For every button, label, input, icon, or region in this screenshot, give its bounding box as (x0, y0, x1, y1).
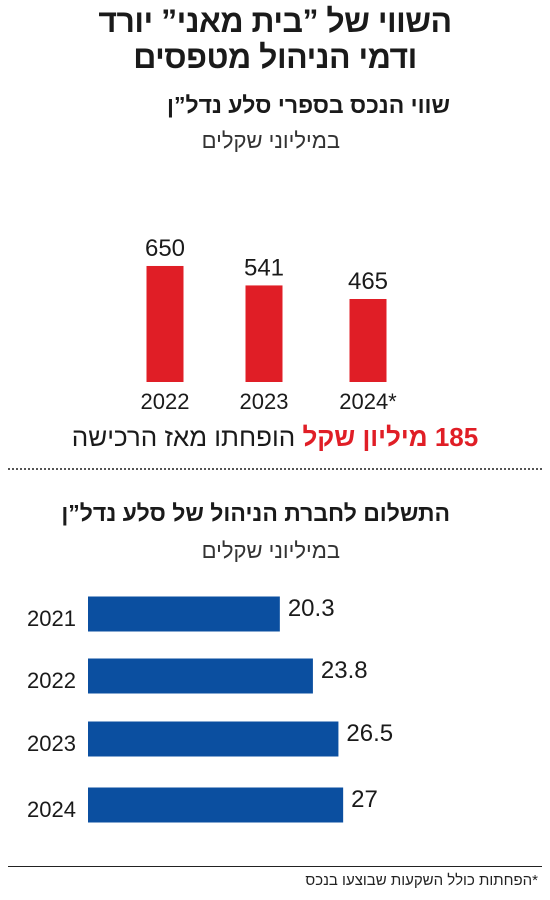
chart2-subtitle: במיליוני שקלים (201, 538, 340, 563)
value-bar-2024 (349, 298, 387, 382)
reduction-highlight: 185 מיליון שקל הופחתו מאז הרכישה (10, 422, 540, 453)
value-label-2022: 650 (145, 235, 185, 262)
property-value-chart: 650 2022 541 2023 465 2024* (141, 235, 398, 414)
main-title-line2: ודמי הניהול מטפסים (133, 39, 417, 75)
fee-bar-2024 (88, 787, 344, 823)
reduction-text: הופחתו מאז הרכישה (71, 422, 303, 452)
fee-bar-2022 (88, 658, 313, 694)
fee-value-label-2023: 26.5 (346, 720, 393, 747)
value-label-2024: 465 (348, 268, 388, 295)
fee-value-label-2024: 27 (351, 786, 378, 813)
footnote: *הפחתות כולל השקעות שבוצעו בנכס (305, 872, 538, 889)
fee-year-label-2022: 2022 (27, 668, 76, 693)
fee-bar-2021 (88, 596, 280, 632)
year-label-2024: 2024* (339, 389, 397, 414)
chart2-title: התשלום לחברת הניהול של סלע נדל”ן (61, 500, 450, 526)
value-bar-2022 (146, 265, 184, 382)
chart1-title: שווי הנכס בספרי סלע נדל”ן (167, 92, 450, 118)
footer-rule (8, 866, 542, 867)
fee-year-label-2023: 2023 (27, 731, 76, 756)
main-title-line1: השווי של ”בית מאני” יורד (98, 3, 452, 39)
fee-year-label-2021: 2021 (27, 606, 76, 631)
value-label-2023: 541 (244, 254, 284, 281)
year-label-2023: 2023 (240, 389, 289, 414)
section-divider (8, 468, 542, 470)
value-bar-2023 (245, 285, 283, 382)
reduction-amount: 185 מיליון שקל (302, 422, 479, 452)
chart1-subtitle: במיליוני שקלים (201, 128, 340, 153)
fee-value-label-2022: 23.8 (321, 657, 368, 684)
fee-year-label-2024: 2024 (27, 797, 76, 822)
fee-value-label-2021: 20.3 (288, 595, 335, 622)
management-fee-chart: 2021 20.3 2022 23.8 2023 26.5 2024 27 (27, 595, 393, 823)
year-label-2022: 2022 (141, 389, 190, 414)
fee-bar-2023 (88, 721, 339, 757)
